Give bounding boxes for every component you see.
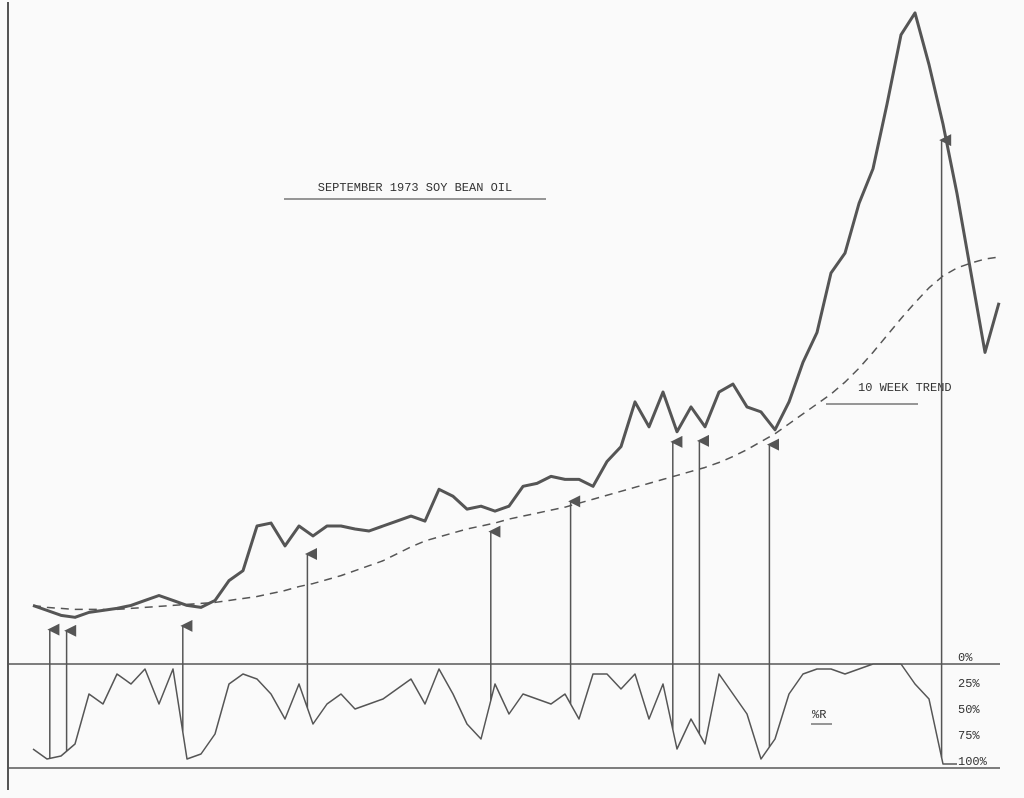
y-tick-label: 75% — [958, 729, 980, 743]
chart-title: SEPTEMBER 1973 SOY BEAN OIL — [318, 181, 512, 195]
y-tick-label: 0% — [958, 651, 973, 665]
series-label: 10 WEEK TREND — [858, 381, 952, 395]
y-tick-label: 100% — [958, 755, 988, 769]
y-tick-label: 50% — [958, 703, 980, 717]
series-label: %R — [812, 708, 826, 722]
line-series — [32, 11, 1001, 619]
line-series — [32, 256, 1000, 611]
line-series — [32, 663, 957, 765]
y-tick-label: 25% — [958, 677, 980, 691]
